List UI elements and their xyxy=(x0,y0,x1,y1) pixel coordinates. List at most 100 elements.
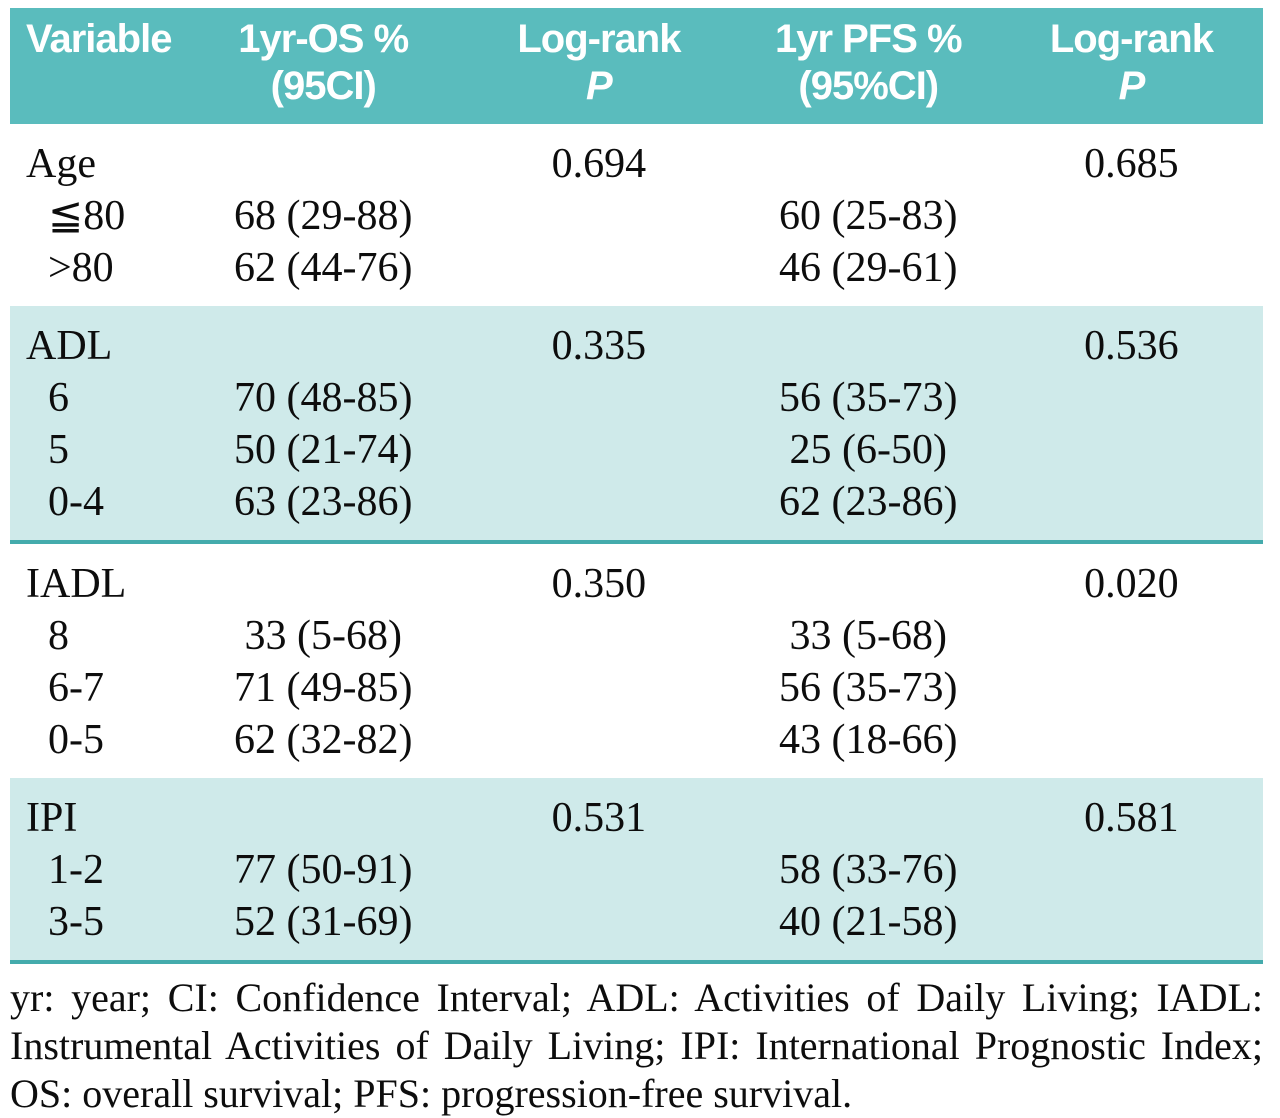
column-header-logrank-pfs-p: P xyxy=(1118,64,1146,108)
cell-p-os xyxy=(461,610,737,662)
cell-p-pfs xyxy=(1000,610,1263,662)
cell-variable: 0-4 xyxy=(10,476,186,544)
column-header-os: 1yr-OS % (95CI) xyxy=(185,8,462,124)
cell-p-os xyxy=(461,424,737,476)
cell-pfs: 58 (33-76) xyxy=(779,847,958,893)
cell-pfs xyxy=(737,306,1000,372)
cell-variable: 1-2 xyxy=(48,847,104,893)
cell-p-os xyxy=(461,372,737,424)
table-row: 1-2 77 (50-91) 58 (33-76) xyxy=(10,844,1263,896)
cell-variable: IPI xyxy=(26,795,78,841)
table-row: 0-5 62 (32-82) 43 (18-66) xyxy=(10,714,1263,778)
cell-p-os xyxy=(461,714,737,778)
table-row: 6 70 (48-85) 56 (35-73) xyxy=(10,372,1263,424)
cell-os xyxy=(185,306,461,372)
cell-pfs: 40 (21-58) xyxy=(736,896,1000,964)
table-row: 6-7 71 (49-85) 56 (35-73) xyxy=(10,662,1263,714)
table-row: ≦80 68 (29-88) 60 (25-83) xyxy=(10,190,1263,242)
cell-pfs: 60 (25-83) xyxy=(779,193,958,239)
cell-os: 70 (48-85) xyxy=(234,375,413,421)
cell-os: 50 (21-74) xyxy=(234,427,413,473)
column-header-logrank-pfs-line1: Log-rank xyxy=(1049,17,1214,61)
cell-variable: ADL xyxy=(26,323,113,369)
cell-p-pfs xyxy=(999,896,1263,964)
cell-p-pfs: 0.536 xyxy=(1084,323,1179,369)
cell-pfs: 56 (35-73) xyxy=(779,665,958,711)
section-iadl: IADL 0.350 0.020 8 33 (5-68) 33 (5-68) 6… xyxy=(10,542,1263,778)
cell-pfs: 25 (6-50) xyxy=(789,427,948,473)
cell-p-os xyxy=(461,242,737,306)
cell-p-os: 0.694 xyxy=(551,141,647,187)
cell-p-pfs xyxy=(1000,372,1263,424)
table-row: 5 50 (21-74) 25 (6-50) xyxy=(10,424,1263,476)
table-row: 8 33 (5-68) 33 (5-68) xyxy=(10,610,1263,662)
cell-p-os: 0.335 xyxy=(551,323,647,369)
cell-p-os xyxy=(461,662,737,714)
cell-variable: Age xyxy=(26,141,96,187)
table-row: IADL 0.350 0.020 xyxy=(10,542,1263,610)
table-row: ADL 0.335 0.536 xyxy=(10,306,1263,372)
cell-p-os xyxy=(461,844,737,896)
cell-os xyxy=(185,542,461,610)
cell-variable: 3-5 xyxy=(10,896,186,964)
cell-pfs: 46 (29-61) xyxy=(779,245,958,291)
cell-pfs: 33 (5-68) xyxy=(789,613,948,659)
cell-p-os xyxy=(461,190,737,242)
cell-variable: IADL xyxy=(26,561,127,607)
cell-p-pfs: 0.581 xyxy=(1084,795,1179,841)
cell-p-os xyxy=(461,476,737,544)
cell-os: 62 (44-76) xyxy=(234,245,413,291)
cell-p-os xyxy=(461,896,737,964)
cell-p-pfs xyxy=(1000,190,1263,242)
cell-os xyxy=(185,778,461,844)
cell-p-pfs xyxy=(1000,714,1263,778)
cell-p-pfs xyxy=(999,476,1263,544)
cell-variable: 0-5 xyxy=(48,717,104,763)
survival-table: Variable 1yr-OS % (95CI) Log-rank P 1yr … xyxy=(10,8,1263,964)
cell-os: 71 (49-85) xyxy=(234,665,413,711)
header-row: Variable 1yr-OS % (95CI) Log-rank P 1yr … xyxy=(10,8,1263,124)
column-header-logrank-pfs: Log-rank P xyxy=(999,8,1263,124)
table-header: Variable 1yr-OS % (95CI) Log-rank P 1yr … xyxy=(10,8,1263,124)
cell-variable: 6-7 xyxy=(48,665,104,711)
section-adl: ADL 0.335 0.536 6 70 (48-85) 56 (35-73) … xyxy=(10,306,1263,544)
table-row: IPI 0.531 0.581 xyxy=(10,778,1263,844)
column-header-logrank-os-line1: Log-rank xyxy=(517,17,681,61)
cell-p-pfs: 0.020 xyxy=(1084,561,1179,607)
cell-pfs xyxy=(737,542,1000,610)
cell-p-pfs xyxy=(1000,424,1263,476)
cell-p-pfs xyxy=(1000,844,1263,896)
cell-variable: 5 xyxy=(48,427,69,473)
cell-pfs: 43 (18-66) xyxy=(779,717,958,763)
cell-p-pfs: 0.685 xyxy=(1084,141,1179,187)
cell-os: 77 (50-91) xyxy=(234,847,413,893)
cell-os: 68 (29-88) xyxy=(234,193,413,239)
cell-p-pfs xyxy=(1000,242,1263,306)
cell-variable: 8 xyxy=(48,613,69,659)
cell-os: 52 (31-69) xyxy=(185,896,462,964)
cell-pfs: 62 (23-86) xyxy=(736,476,1000,544)
section-age: Age 0.694 0.685 ≦80 68 (29-88) 60 (25-83… xyxy=(10,124,1263,306)
cell-pfs: 56 (35-73) xyxy=(779,375,958,421)
table-row: >80 62 (44-76) 46 (29-61) xyxy=(10,242,1263,306)
column-header-pfs: 1yr PFS % (95%CI) xyxy=(736,8,1000,124)
cell-os: 62 (32-82) xyxy=(234,717,413,763)
cell-variable: ≦80 xyxy=(48,193,126,239)
table-row: 0-4 63 (23-86) 62 (23-86) xyxy=(10,476,1263,544)
column-header-pfs-line2: (95%CI) xyxy=(798,64,939,108)
cell-os xyxy=(185,124,461,190)
cell-os: 33 (5-68) xyxy=(244,613,402,659)
cell-p-pfs xyxy=(1000,662,1263,714)
cell-pfs xyxy=(737,124,1000,190)
table-row: 3-5 52 (31-69) 40 (21-58) xyxy=(10,896,1263,964)
cell-pfs xyxy=(737,778,1000,844)
cell-variable: >80 xyxy=(48,245,114,291)
column-header-pfs-line1: 1yr PFS % xyxy=(774,17,963,61)
footnote: yr: year; CI: Confidence Interval; ADL: … xyxy=(10,975,1263,1116)
column-header-logrank-os-p: P xyxy=(586,64,613,108)
cell-p-os: 0.350 xyxy=(551,561,647,607)
table-row: Age 0.694 0.685 xyxy=(10,124,1263,190)
column-header-os-line1: 1yr-OS % xyxy=(238,17,409,61)
section-ipi: IPI 0.531 0.581 1-2 77 (50-91) 58 (33-76… xyxy=(10,778,1263,964)
